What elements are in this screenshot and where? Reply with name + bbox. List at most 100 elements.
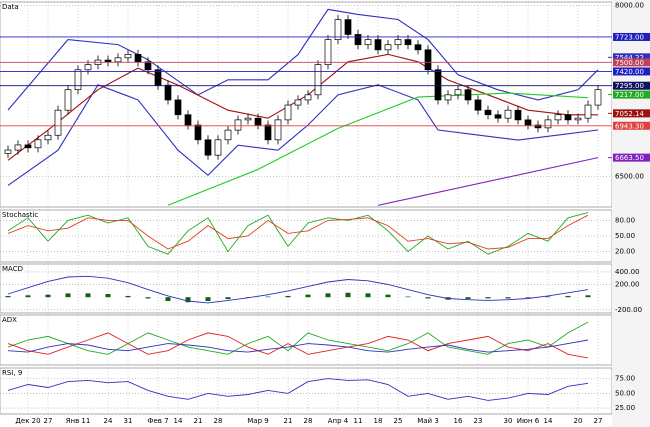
overlay-line (377, 157, 599, 206)
histogram-bar (225, 297, 231, 300)
candle-body (394, 39, 402, 46)
indicator-line (7, 378, 589, 401)
histogram-bar (45, 294, 51, 298)
indicator-line (7, 321, 589, 355)
price-label-box (613, 67, 650, 76)
y-tick-label: 80.00 (615, 216, 635, 224)
histogram-bar (165, 297, 171, 301)
x-tick-label: 11 (354, 417, 363, 425)
y-tick-label: 75.00 (615, 375, 635, 383)
panel-title: ADX (2, 316, 17, 324)
indicator-line (7, 339, 589, 353)
x-tick-label: 16 (454, 417, 463, 425)
candle-body (354, 34, 362, 46)
candle-body (274, 119, 282, 141)
price-label-box (613, 81, 650, 90)
candle-body (44, 134, 52, 141)
histogram-bar (285, 295, 291, 298)
candle-body (154, 69, 162, 86)
histogram-bar (145, 297, 151, 299)
x-tick-label: Июн 6 (517, 417, 540, 425)
price-label: 7723.00 (615, 33, 644, 41)
price-label-box (613, 90, 650, 99)
price-label: 7052.14 (615, 110, 644, 118)
x-tick-label: 27 (44, 417, 53, 425)
panel-frame (0, 314, 613, 366)
candle-body (134, 54, 142, 63)
histogram-bar (465, 297, 471, 300)
indicator-line (7, 332, 589, 359)
y-tick-label: 50.00 (615, 389, 635, 397)
candle-body (574, 117, 582, 121)
candle-body (4, 149, 12, 154)
histogram-bar (65, 293, 71, 298)
candle-body (174, 99, 182, 116)
candle-body (554, 114, 562, 121)
histogram-bar (545, 296, 551, 298)
price-label: 7420.00 (615, 68, 644, 76)
candle-body (424, 49, 432, 71)
histogram-bar (185, 297, 191, 303)
histogram-bar (525, 297, 531, 298)
candle-body (504, 109, 512, 119)
candle-body (304, 94, 312, 101)
price-label-box (613, 32, 650, 41)
x-tick-label: 28 (214, 417, 223, 425)
candle-body (74, 69, 82, 91)
x-tick-label: 27 (594, 417, 603, 425)
x-tick-label: 25 (394, 417, 403, 425)
price-label: 7500.00 (615, 59, 644, 67)
candle-body (434, 69, 442, 101)
y-tick-label: 400.00 (615, 268, 640, 276)
y-tick-label: 20.00 (615, 248, 635, 256)
candle-body (224, 129, 232, 141)
candle-body (524, 119, 532, 126)
candle-body (84, 64, 92, 71)
candle-body (194, 124, 202, 141)
indicator-line (7, 214, 589, 250)
candle-body (184, 114, 192, 126)
histogram-bar (85, 293, 91, 298)
candle-body (34, 139, 42, 149)
candle-body (474, 99, 482, 111)
histogram-bar (365, 293, 371, 298)
candle-body (24, 144, 32, 149)
candle-body (594, 89, 602, 106)
candle-body (484, 109, 492, 116)
candle-body (114, 57, 122, 63)
candle-body (414, 44, 422, 51)
histogram-bar (425, 297, 431, 299)
candle-body (404, 39, 412, 46)
candle-body (494, 114, 502, 119)
x-tick-label: 14 (174, 417, 183, 425)
candle-body (324, 39, 332, 65)
x-tick-label: 28 (304, 417, 313, 425)
price-label: 7295.00 (615, 82, 644, 90)
y-tick-label: -200.00 (615, 306, 642, 314)
price-label: 7217.00 (615, 91, 644, 99)
histogram-bar (345, 292, 351, 298)
x-tick-label: 18 (374, 417, 383, 425)
panel-title: MACD (2, 265, 23, 273)
histogram-bar (265, 296, 271, 298)
candle-body (374, 39, 382, 51)
candle-body (464, 89, 472, 101)
histogram-bar (405, 296, 411, 298)
candle-body (64, 89, 72, 111)
histogram-bar (205, 297, 211, 301)
x-tick-label: Мар 9 (247, 417, 268, 425)
candle-body (344, 19, 352, 35)
candle-body (284, 104, 292, 121)
indicator-line (7, 212, 589, 255)
candle-body (204, 139, 212, 156)
x-tick-label: Янв 11 (66, 417, 91, 425)
x-tick-label: Фев 7 (147, 417, 168, 425)
histogram-bar (25, 295, 31, 298)
candle-body (14, 144, 22, 151)
x-tick-label: Апр 4 (328, 417, 349, 425)
price-label-box (613, 109, 650, 118)
panel-frame (0, 263, 613, 314)
candle-body (244, 117, 252, 121)
candle-body (314, 64, 322, 96)
